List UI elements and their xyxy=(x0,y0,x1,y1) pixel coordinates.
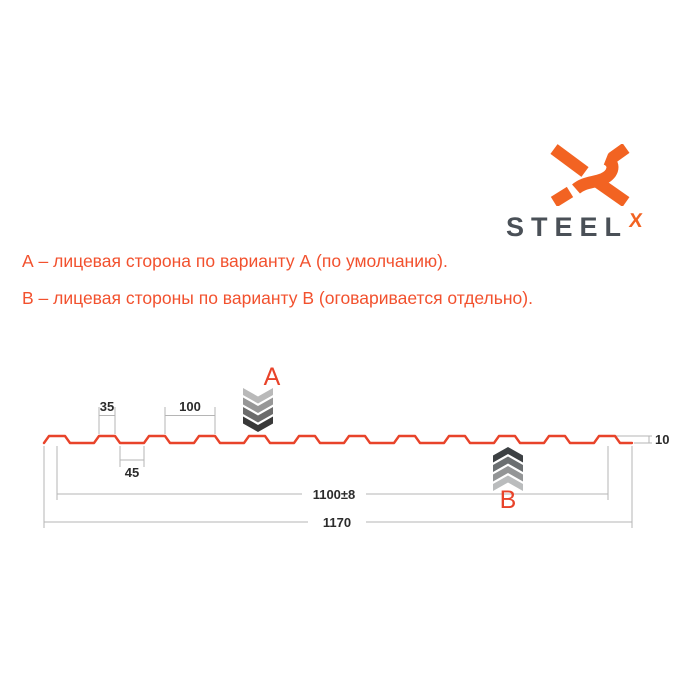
chevron-up-icon xyxy=(493,466,523,482)
dim-label-1170: 1170 xyxy=(323,515,351,530)
dim-label-bg xyxy=(302,487,366,502)
note-variant-a: А – лицевая сторона по варианту А (по ум… xyxy=(22,251,448,271)
steelx-logo-icon xyxy=(550,144,630,206)
chevrons-down-a xyxy=(243,388,273,432)
logo-arm-top-right xyxy=(608,144,630,163)
chevron-up-icon xyxy=(493,447,523,463)
dim-label-45: 45 xyxy=(125,465,139,480)
marker-a-label: A xyxy=(264,363,281,391)
profile-drawing: 35 100 45 10 1100±8 1170 A xyxy=(42,363,669,530)
brand-sup-x: X xyxy=(627,210,644,232)
note-variant-b: В – лицевая стороны по варианту В (огова… xyxy=(22,288,533,308)
brand-wordmark: STEELX xyxy=(506,210,696,243)
marker-b-label: B xyxy=(500,486,517,514)
dim-label-1100: 1100±8 xyxy=(313,487,356,502)
logo-arm-bottom-left xyxy=(550,186,574,206)
brand-text: STEEL xyxy=(506,212,629,242)
sheet-profile xyxy=(42,434,634,445)
logo-s-curve xyxy=(572,153,619,194)
chevron-down-icon xyxy=(243,397,273,413)
chevron-down-icon xyxy=(243,388,273,404)
dim-label-35: 35 xyxy=(100,399,114,414)
dim-label-bg xyxy=(308,515,366,530)
chevrons-up-b xyxy=(493,447,523,491)
dim-label-100: 100 xyxy=(179,399,201,414)
chevron-down-icon xyxy=(243,416,273,432)
dim-label-10: 10 xyxy=(655,432,669,447)
logo-arm-top-left xyxy=(550,144,589,177)
chevron-up-icon xyxy=(493,475,523,491)
chevron-up-icon xyxy=(493,456,523,472)
chevron-down-icon xyxy=(243,407,273,423)
